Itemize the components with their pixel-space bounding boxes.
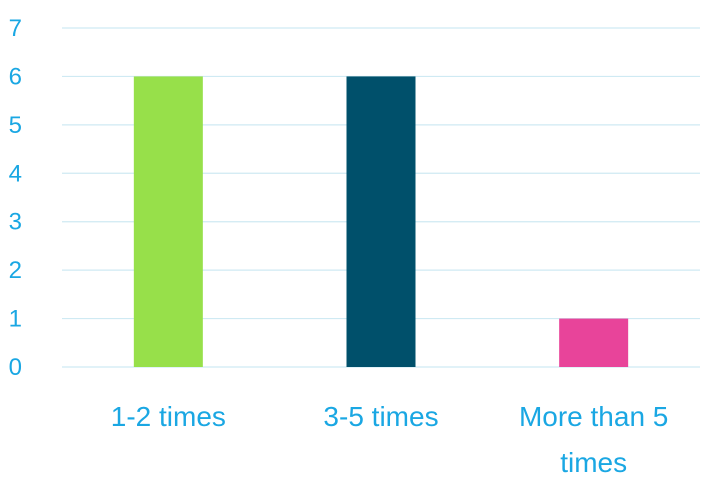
y-tick-label: 4 bbox=[9, 160, 22, 187]
y-tick-label: 1 bbox=[9, 306, 22, 333]
x-tick-label: times bbox=[560, 447, 627, 478]
x-tick-label: 3-5 times bbox=[323, 401, 438, 432]
y-tick-label: 0 bbox=[9, 354, 22, 381]
y-tick-label: 5 bbox=[9, 112, 22, 139]
y-tick-label: 3 bbox=[9, 209, 22, 236]
x-tick-label: More than 5 bbox=[519, 401, 668, 432]
y-tick-label: 7 bbox=[9, 15, 22, 42]
bar bbox=[133, 76, 203, 367]
y-tick-label: 6 bbox=[9, 63, 22, 90]
bar bbox=[346, 76, 416, 367]
x-tick-label: 1-2 times bbox=[111, 401, 226, 432]
y-tick-label: 2 bbox=[9, 257, 22, 284]
bar bbox=[559, 318, 629, 367]
